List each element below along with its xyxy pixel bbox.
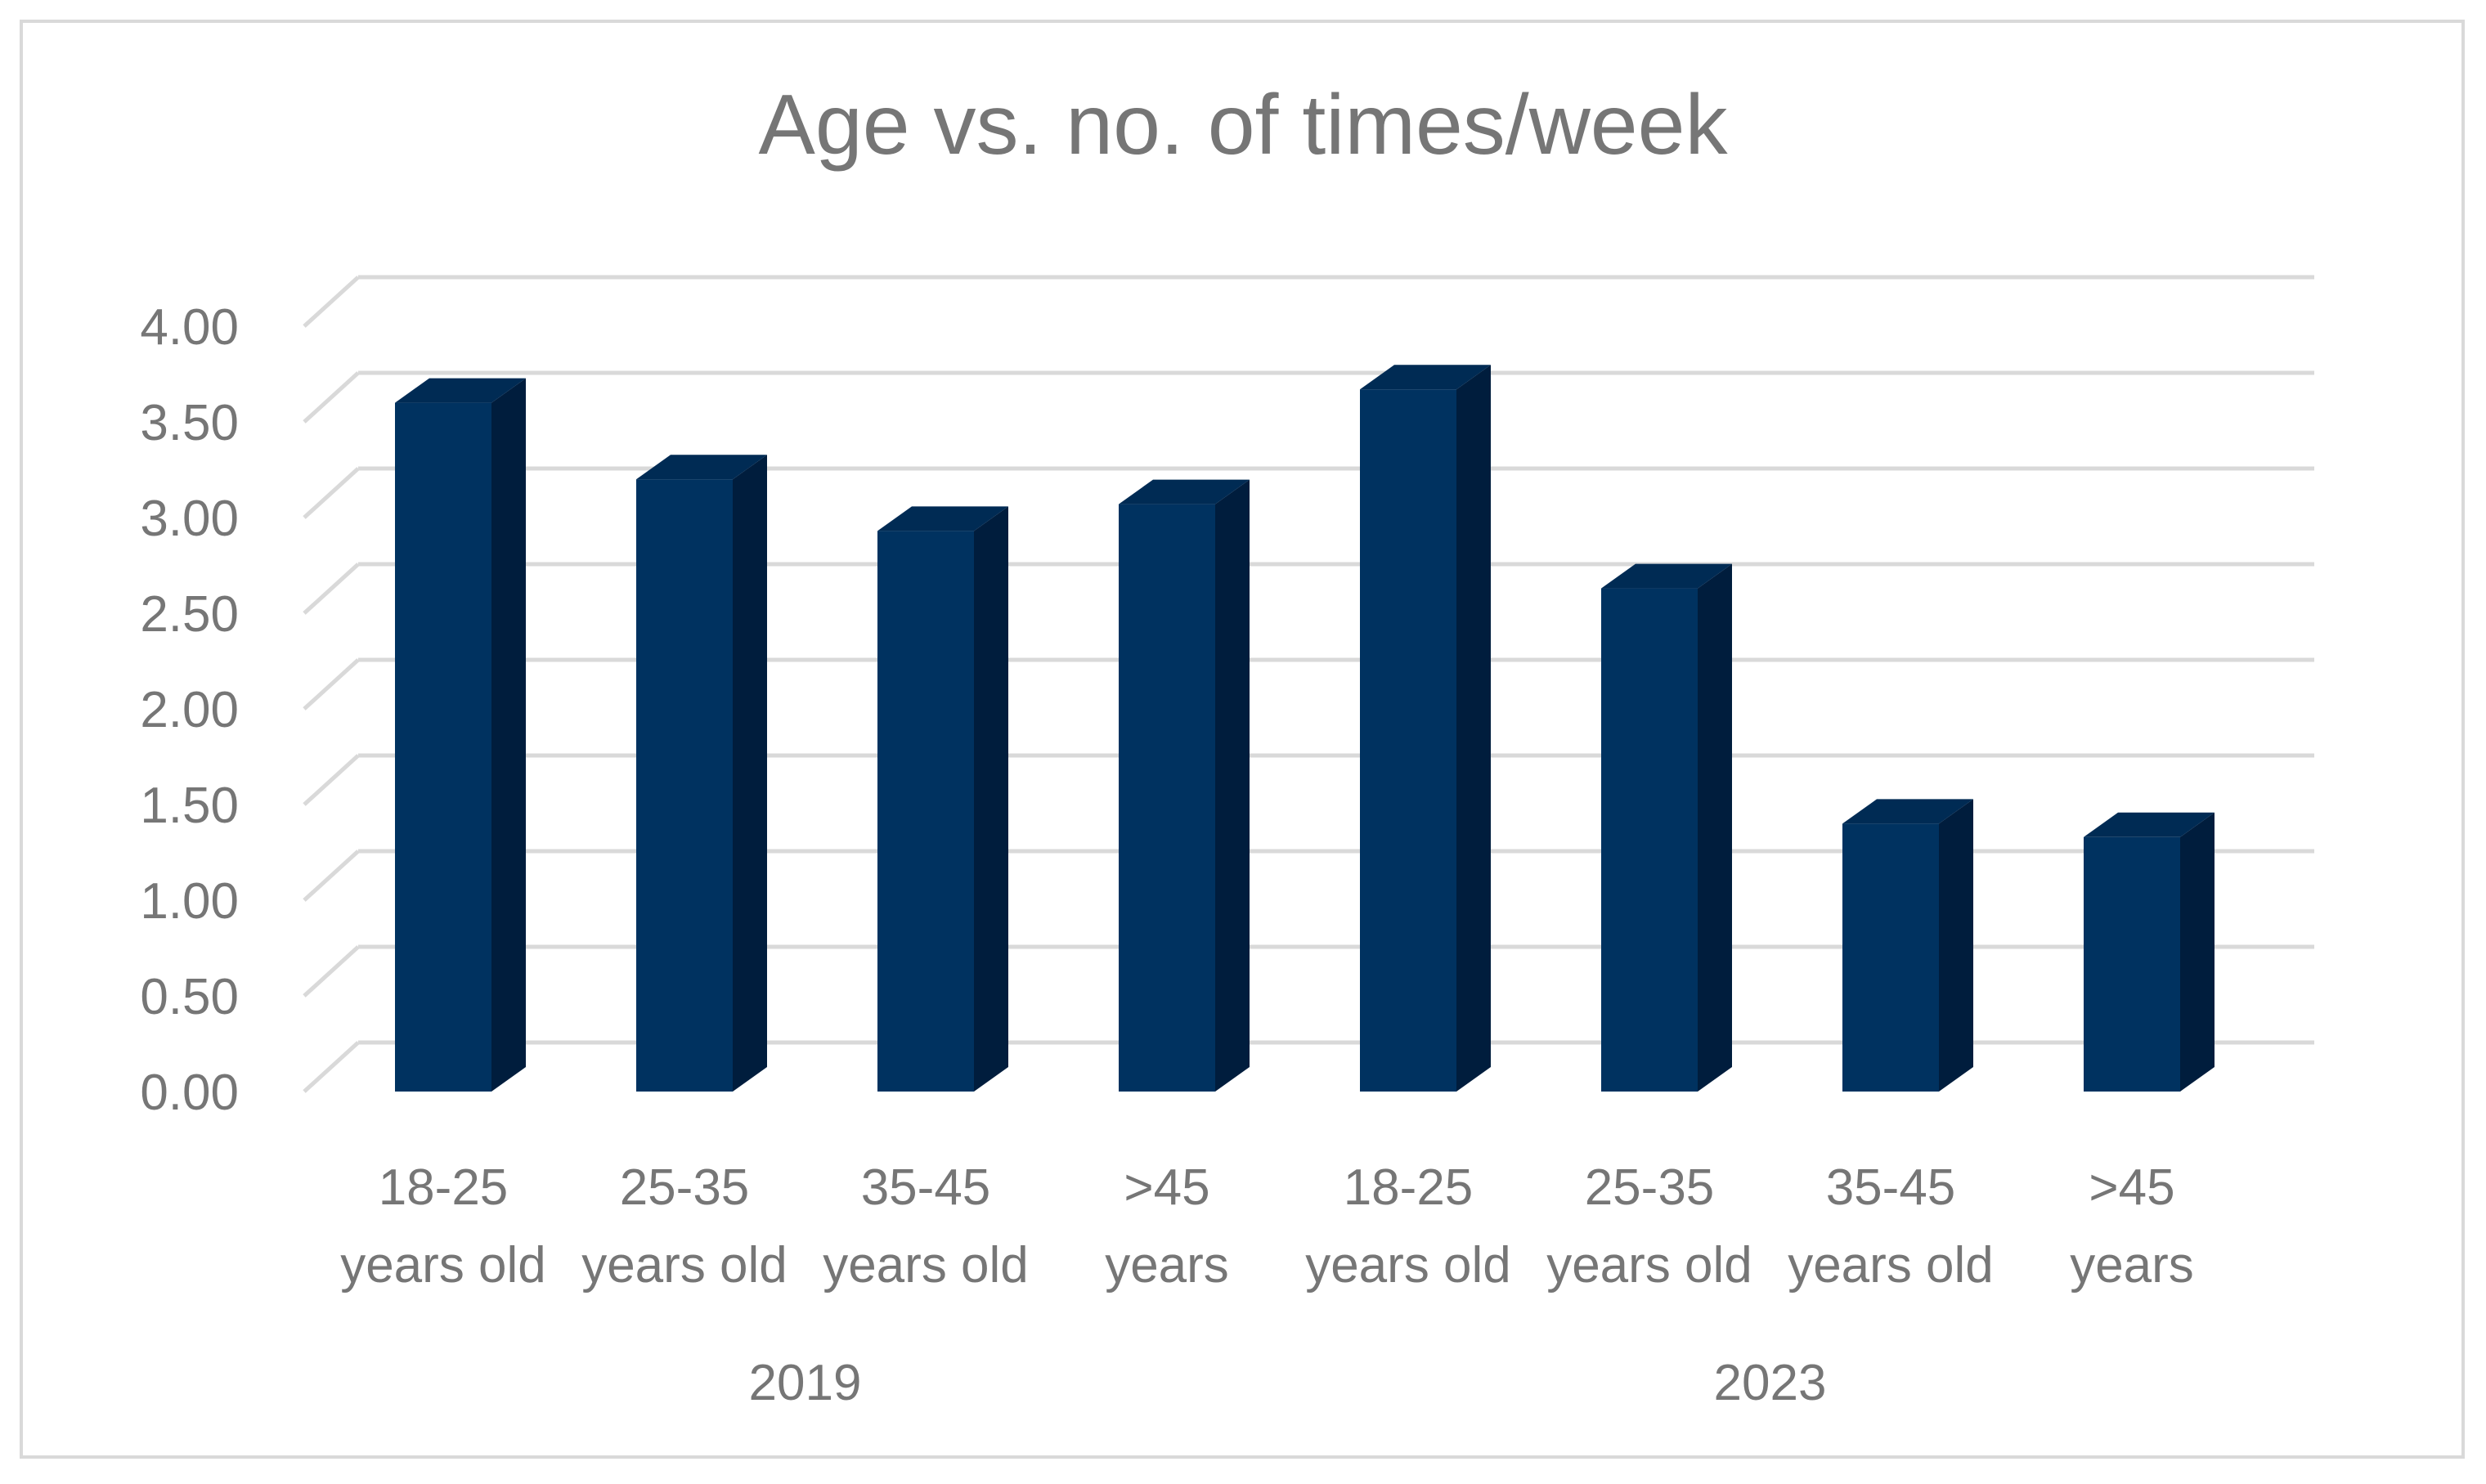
x-category-label: 25-35 xyxy=(620,1159,750,1216)
bar xyxy=(1360,389,1456,1092)
x-category-label: 35-45 xyxy=(1826,1159,1956,1216)
x-category-label: years xyxy=(2070,1237,2194,1293)
bar xyxy=(395,402,491,1092)
chart-title: Age vs. no. of times/week xyxy=(759,78,1729,173)
y-tick-label: 3.00 xyxy=(140,491,239,547)
bar-top xyxy=(1119,479,1250,504)
y-axis-ticks: 0.00 0.50 1.00 1.50 2.00 2.50 3.00 3.50 4.00 xyxy=(140,299,239,1121)
bar-top xyxy=(1601,563,1732,589)
y-tick-label: 2.50 xyxy=(140,586,239,643)
bar-side xyxy=(1215,479,1250,1092)
gridline-depth xyxy=(303,658,360,711)
bar xyxy=(1842,823,1939,1092)
y-tick-label: 4.00 xyxy=(140,299,239,356)
x-category-label: years old xyxy=(1788,1237,1994,1293)
gridline-depth xyxy=(303,371,360,424)
y-tick-label: 0.50 xyxy=(140,969,239,1025)
gridline-depth xyxy=(303,945,360,998)
bar-side xyxy=(974,506,1008,1092)
y-tick-label: 2.00 xyxy=(140,682,239,738)
gridline-depth xyxy=(303,850,360,902)
gridline-depth xyxy=(303,467,360,519)
bar xyxy=(1119,504,1215,1092)
x-category-label: years old xyxy=(1305,1237,1511,1293)
x-category-label: 25-35 xyxy=(1585,1159,1715,1216)
bar-top xyxy=(877,506,1008,531)
x-category-label: 18-25 xyxy=(1344,1159,1474,1216)
y-tick-label: 3.50 xyxy=(140,395,239,451)
bar xyxy=(1601,588,1698,1092)
gridline-depth xyxy=(303,1041,360,1093)
x-category-label: >45 xyxy=(2089,1159,2174,1216)
bar-side xyxy=(2180,812,2215,1092)
x-category-label: 35-45 xyxy=(861,1159,991,1216)
x-category-label: 18-25 xyxy=(379,1159,509,1216)
y-tick-label: 1.50 xyxy=(140,778,239,834)
bar xyxy=(877,531,974,1092)
gridline-depth xyxy=(303,276,360,328)
x-group-label: 2019 xyxy=(749,1355,862,1411)
bar-side xyxy=(1939,799,1973,1092)
x-category-label: years old xyxy=(340,1237,546,1293)
gridline-depth xyxy=(303,563,360,615)
bar-side xyxy=(1456,365,1491,1092)
bar-side xyxy=(733,455,767,1092)
y-tick-label: 1.00 xyxy=(140,873,239,930)
bar-top xyxy=(1360,365,1491,390)
bar-side xyxy=(1698,563,1732,1092)
x-group-label: 2023 xyxy=(1714,1355,1827,1411)
y-tick-label: 0.00 xyxy=(140,1065,239,1121)
x-category-label: >45 xyxy=(1124,1159,1209,1216)
gridline-depth xyxy=(303,754,360,806)
gridlines xyxy=(303,275,2314,1093)
bar-side xyxy=(491,378,526,1092)
bar-top xyxy=(395,378,526,403)
bar-top xyxy=(2084,812,2215,837)
bar-top xyxy=(636,455,767,480)
x-category-label: years old xyxy=(1546,1237,1752,1293)
x-category-label: years old xyxy=(581,1237,788,1293)
bars xyxy=(395,365,2215,1092)
x-axis-labels: 18-25 years old 25-35 years old 35-45 years o… xyxy=(340,1159,2194,1411)
bar xyxy=(2084,836,2180,1092)
bar-top xyxy=(1842,799,1973,824)
bar xyxy=(636,479,733,1092)
x-category-label: years xyxy=(1105,1237,1229,1293)
x-category-label: years old xyxy=(823,1237,1029,1293)
